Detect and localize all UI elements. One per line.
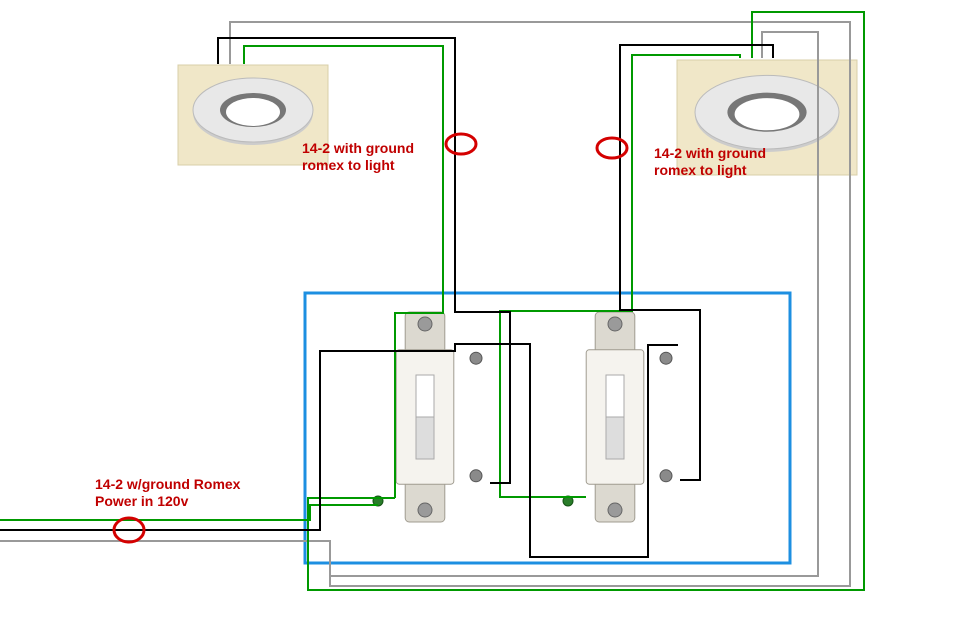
cable-marker — [597, 138, 627, 158]
label-right-romex: 14-2 with ground romex to light — [654, 145, 766, 179]
label-power-in-l2: Power in 120v — [95, 493, 188, 509]
wire-hot-feed — [0, 344, 678, 557]
label-power-in-l1: 14-2 w/ground Romex — [95, 476, 240, 492]
wiring-diagram — [0, 0, 958, 630]
toggle-switch — [563, 312, 672, 522]
label-right-romex-l1: 14-2 with ground — [654, 145, 766, 161]
label-right-romex-l2: romex to light — [654, 162, 747, 178]
junction-box — [305, 293, 790, 563]
label-left-romex-l2: romex to light — [302, 157, 395, 173]
label-left-romex-l1: 14-2 with ground — [302, 140, 414, 156]
cable-marker — [446, 134, 476, 154]
label-power-in: 14-2 w/ground Romex Power in 120v — [95, 476, 240, 510]
label-left-romex: 14-2 with ground romex to light — [302, 140, 414, 174]
